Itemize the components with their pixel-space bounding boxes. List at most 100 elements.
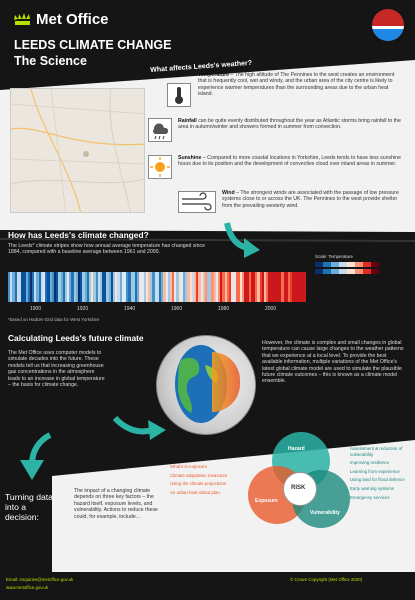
- climate-stripe: [204, 272, 208, 302]
- climate-stripe: [80, 272, 83, 302]
- weather-item-sunshine: Sunshine – Compared to more coastal loca…: [178, 155, 406, 168]
- climate-stripe: [200, 272, 203, 302]
- climate-stripe: [222, 272, 225, 302]
- climate-stripe: [23, 272, 26, 302]
- climate-stripe: [178, 272, 181, 302]
- legend-swatch: [347, 268, 355, 274]
- map-roads-icon: [11, 89, 144, 212]
- list-item: Early warning systems: [350, 485, 394, 491]
- climate-stripe: [71, 272, 74, 302]
- weather-item-wind: Wind – The strongest winds are associate…: [222, 190, 407, 209]
- climate-stripe: [126, 272, 129, 302]
- climate-stripe: [45, 272, 48, 302]
- weather-item-temperature: Temperature – The high altitude of The P…: [198, 72, 403, 97]
- footer-web[interactable]: www.metoffice.gov.uk: [6, 585, 49, 590]
- climate-stripe: [226, 272, 229, 302]
- decision-right-list: Assessment & reduction of vulnerability …: [350, 446, 410, 500]
- climate-stripe: [40, 272, 43, 302]
- climate-stripe: [95, 272, 98, 302]
- change-section-title: How has Leeds's climate changed?: [8, 230, 149, 240]
- climate-stripe: [75, 272, 78, 302]
- climate-stripe: [78, 272, 81, 302]
- climate-stripe: [215, 272, 218, 302]
- sun-icon: [148, 155, 172, 179]
- legend-swatch: [315, 261, 323, 267]
- climate-stripe: [298, 272, 302, 302]
- climate-stripe: [189, 272, 192, 302]
- met-office-logo: Met Office: [14, 11, 109, 28]
- weather-term: Temperature: [198, 72, 230, 78]
- list-item: Assessment & reduction of vulnerability: [350, 446, 403, 457]
- climate-stripe: [12, 272, 15, 302]
- climate-stripe: [36, 272, 39, 302]
- venn-label-vulnerability: Vulnerability: [310, 510, 340, 516]
- climate-stripe: [196, 272, 199, 302]
- year-tick-label: 1900: [30, 306, 42, 312]
- wind-icon: [178, 191, 216, 213]
- climate-stripe: [38, 272, 41, 302]
- climate-stripe: [56, 272, 59, 302]
- climate-stripe: [167, 272, 170, 302]
- climate-stripe: [163, 272, 166, 302]
- climate-stripe: [86, 272, 89, 302]
- leeds-map: [10, 88, 145, 213]
- title-line-1: LEEDS CLIMATE CHANGE: [14, 38, 172, 52]
- climate-stripe: [58, 272, 61, 302]
- climate-stripe: [180, 272, 183, 302]
- climate-stripe: [43, 272, 46, 302]
- climate-stripe: [154, 272, 157, 302]
- climate-stripe: [272, 272, 275, 302]
- climate-stripe: [16, 272, 19, 302]
- legend-swatch: [323, 261, 331, 267]
- temperature-legend: Scale: Temperature: [315, 254, 405, 274]
- legend-swatch: [339, 261, 347, 267]
- weather-term: Wind: [222, 190, 235, 196]
- weather-text: – Compared to more coastal locations in …: [178, 155, 401, 168]
- climate-stripe: [143, 272, 146, 302]
- climate-stripe: [158, 272, 162, 302]
- climate-stripe: [62, 272, 65, 302]
- climate-stripe: [165, 272, 168, 302]
- climate-stripe: [82, 272, 85, 302]
- climate-stripe: [25, 272, 28, 302]
- climate-stripe: [193, 272, 197, 302]
- climate-stripe: [228, 272, 232, 302]
- climate-stripe: [285, 272, 288, 302]
- climate-stripe: [259, 272, 262, 302]
- climate-stripe: [21, 272, 24, 302]
- weather-text: can be quite evenly distributed througho…: [178, 118, 401, 131]
- legend-swatch: [371, 268, 379, 274]
- legend-swatch: [371, 261, 379, 267]
- climate-stripe: [294, 272, 297, 302]
- climate-stripe: [156, 272, 159, 302]
- thermometer-icon: [167, 83, 191, 107]
- legend-swatch: [347, 261, 355, 267]
- climate-stripe: [49, 272, 52, 302]
- legend-swatch: [323, 268, 331, 274]
- climate-stripe: [242, 272, 245, 302]
- climate-stripe: [176, 272, 179, 302]
- legend-swatch: [355, 261, 363, 267]
- climate-stripe: [132, 272, 135, 302]
- climate-stripe: [233, 272, 236, 302]
- year-tick-label: 1980: [218, 306, 230, 312]
- climate-stripe: [202, 272, 205, 302]
- climate-stripe: [211, 272, 214, 302]
- year-tick-label: 1940: [124, 306, 136, 312]
- climate-stripe: [257, 272, 260, 302]
- climate-stripe: [119, 272, 122, 302]
- venn-label-risk: RISK: [291, 485, 306, 491]
- change-footnote: *based on HadUK-Grid data for West Yorks…: [8, 317, 100, 322]
- climate-stripes: [8, 272, 306, 302]
- weather-text: – The strongest winds are associated wit…: [222, 190, 399, 209]
- climate-stripe: [209, 272, 212, 302]
- climate-stripe: [123, 272, 127, 302]
- footer-email[interactable]: Email: enquiries@metoffice.gov.uk: [6, 577, 74, 582]
- climate-stripe: [268, 272, 271, 302]
- climate-stripe: [115, 272, 118, 302]
- climate-stripe: [69, 272, 72, 302]
- leeds-badge: [372, 9, 404, 41]
- climate-stripe: [288, 272, 291, 302]
- future-text-right: However, the climate is complex and smal…: [262, 340, 404, 385]
